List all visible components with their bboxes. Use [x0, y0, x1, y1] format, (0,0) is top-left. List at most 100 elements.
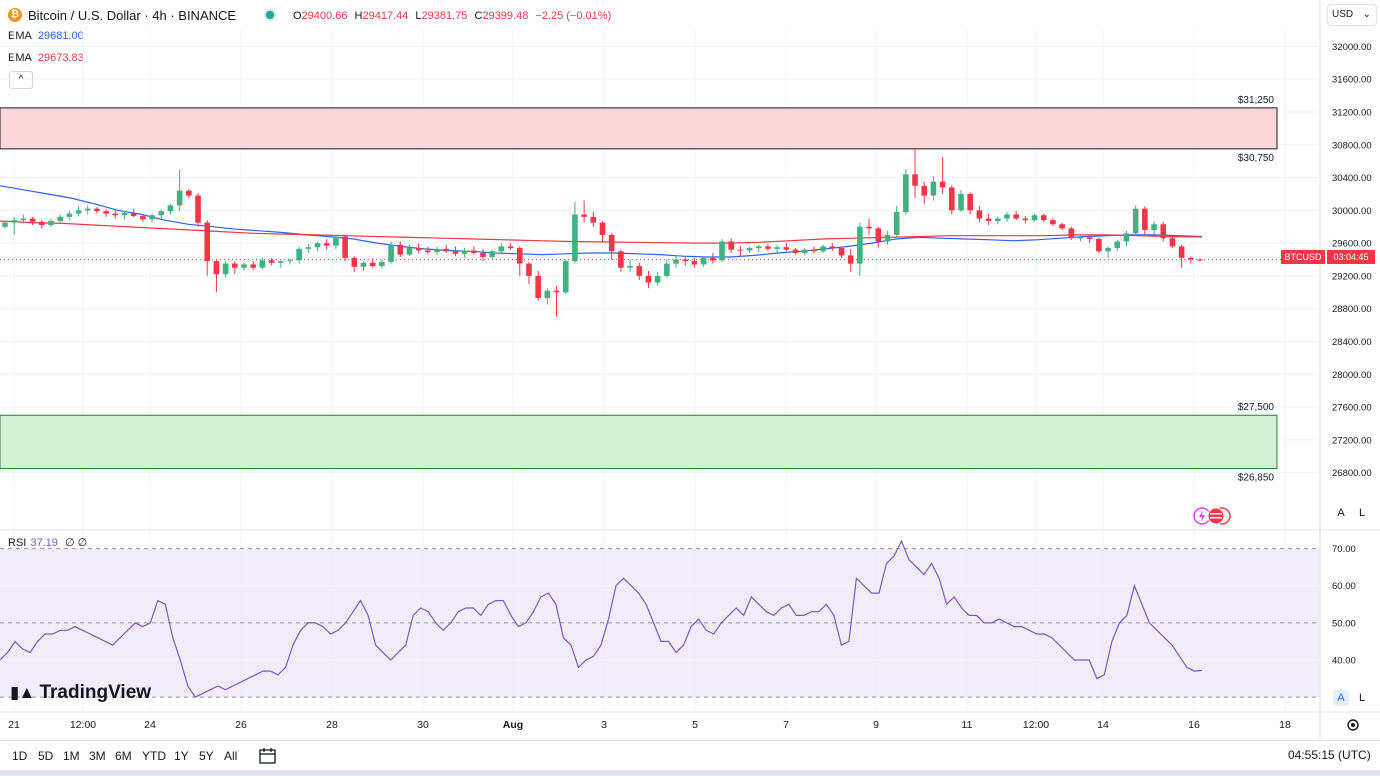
candle-down	[866, 226, 872, 229]
support-lower-label: $26,850	[1238, 473, 1275, 484]
candle-down	[875, 228, 882, 242]
utc-clock[interactable]: 04:55:15 (UTC)	[1288, 748, 1371, 762]
candle-down	[268, 260, 275, 263]
candle-up	[903, 174, 909, 212]
price-tick-label: 30000.00	[1332, 206, 1372, 217]
candle-down	[765, 246, 771, 249]
candle-down	[250, 264, 256, 268]
chart-header: ₿ Bitcoin / U.S. Dollar · 4h · BINANCE O…	[0, 0, 1320, 30]
candle-down	[691, 261, 698, 265]
close-value: 29399.48	[482, 10, 529, 22]
tradingview-logo: ▮▲ TradingView	[10, 682, 151, 704]
candle-up	[121, 212, 128, 216]
candle-up	[544, 290, 551, 299]
log-scale-button[interactable]: L	[1358, 507, 1366, 519]
candle-up	[1031, 215, 1038, 221]
candle-down	[1059, 224, 1065, 229]
candle-down	[480, 252, 486, 258]
candle-down	[443, 248, 450, 252]
time-tick-label: Aug	[503, 719, 523, 731]
timeframe-3m[interactable]: 3M	[89, 749, 106, 763]
candle-up	[57, 216, 63, 221]
timeframe-all[interactable]: All	[224, 749, 238, 763]
rsi-line	[0, 539, 1203, 698]
timeframe-ytd[interactable]: YTD	[142, 749, 166, 763]
candle-down	[195, 195, 201, 223]
timeframe-5d[interactable]: 5D	[38, 749, 54, 763]
candle-down	[140, 216, 146, 220]
time-tick-label: 9	[873, 719, 879, 731]
candle-down	[645, 275, 652, 283]
bitcoin-icon: ₿	[8, 8, 22, 22]
price-tick-label: 27600.00	[1332, 403, 1372, 414]
time-tick-label: 21	[8, 719, 20, 731]
event-icons[interactable]	[1192, 505, 1236, 527]
date-range-icon[interactable]	[258, 747, 278, 765]
candle-down	[553, 290, 560, 293]
rsi-value: 37.19	[30, 537, 58, 549]
price-tick-label: 26800.00	[1332, 468, 1372, 479]
price-tick-label: 29200.00	[1332, 271, 1372, 282]
candle-down	[1022, 218, 1029, 221]
candle-up	[1114, 241, 1121, 249]
candle-up	[176, 190, 183, 206]
ema-fast-line	[0, 185, 1203, 258]
market-open-icon	[266, 11, 274, 19]
time-tick-label: 30	[417, 719, 429, 731]
time-tick-label: 28	[326, 719, 338, 731]
currency-select[interactable]: USD ⌄	[1327, 4, 1377, 26]
resistance-upper-label: $31,250	[1238, 95, 1275, 106]
price-tick-label: 28000.00	[1332, 370, 1372, 381]
candle-up	[48, 220, 54, 226]
time-axis: 21 12:00 24 26 28 30 Aug 3 5 7 9 11 12:00 14 16 18	[8, 719, 1291, 731]
candle-down	[811, 249, 817, 252]
candle-up	[20, 218, 27, 221]
price-axis: 32000.00 31600.00 31200.00 30800.00 30400.00…	[1332, 42, 1372, 667]
candle-up	[774, 247, 780, 249]
candle-down	[976, 210, 983, 219]
candle-down	[921, 185, 928, 196]
candle-up	[277, 261, 284, 263]
resistance-zone	[0, 107, 1278, 150]
time-tick-label: 16	[1188, 719, 1200, 731]
timeframe-5y[interactable]: 5Y	[199, 749, 214, 763]
time-tick-label: 7	[783, 719, 789, 731]
rsi-auto-scale-button[interactable]: A	[1333, 690, 1349, 706]
rsi-label: RSI	[8, 537, 27, 549]
candle-up	[11, 220, 17, 223]
time-tick-label: 26	[235, 719, 247, 731]
price-chart[interactable]: $31,250$30,750$27,500$26,850 32000.00316…	[0, 0, 1380, 740]
candle-down	[1197, 259, 1203, 261]
timeframe-1m[interactable]: 1M	[63, 749, 80, 763]
candle-down	[516, 248, 523, 264]
candle-down	[1050, 220, 1056, 225]
candle-up	[75, 210, 82, 214]
candle-down	[351, 257, 358, 267]
rsi-log-scale-button[interactable]: L	[1358, 692, 1366, 704]
ema-slow-line	[0, 220, 1203, 244]
price-tick-label: 32000.00	[1332, 42, 1372, 53]
countdown-tag: 03:04:45	[1327, 250, 1375, 264]
timeframe-1d[interactable]: 1D	[12, 749, 28, 763]
candles	[2, 148, 1203, 317]
price-tick-label: 28800.00	[1332, 304, 1372, 315]
auto-scale-button[interactable]: A	[1337, 507, 1345, 519]
symbol-title[interactable]: Bitcoin / U.S. Dollar · 4h · BINANCE	[28, 8, 237, 23]
settings-gear-icon[interactable]	[1344, 716, 1362, 734]
timeframe-1y[interactable]: 1Y	[174, 749, 189, 763]
candle-down	[130, 212, 137, 217]
open-label: O	[293, 10, 302, 22]
candle-up	[893, 211, 900, 235]
candle-down	[213, 261, 220, 275]
lightning-glyph	[1199, 510, 1205, 522]
candle-up	[434, 248, 440, 253]
support-zone	[0, 414, 1278, 470]
candle-down	[1086, 237, 1093, 240]
candle-up	[1132, 208, 1139, 234]
candle-down	[728, 241, 734, 250]
timeframe-6m[interactable]: 6M	[115, 749, 132, 763]
open-value: 29400.66	[301, 10, 348, 22]
candle-down	[1096, 239, 1102, 252]
rsi-legend[interactable]: RSI 37.19 ∅ ∅	[8, 536, 87, 549]
candle-down	[1040, 215, 1047, 221]
